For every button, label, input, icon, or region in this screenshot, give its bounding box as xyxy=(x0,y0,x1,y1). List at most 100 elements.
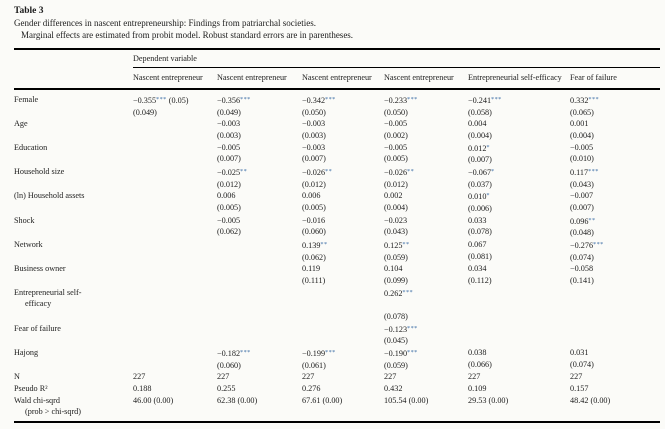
table-cell: −0.026** (0.012) xyxy=(302,167,333,189)
significance-stars: *** xyxy=(407,324,418,332)
table-cell: −0.123*** (0.045) xyxy=(384,324,418,346)
table-cell: −0.023 (0.043) xyxy=(384,215,408,237)
table-cell: −0.003 (0.007) xyxy=(302,142,326,164)
significance-stars: *** xyxy=(156,96,167,103)
table-cell xyxy=(133,190,217,214)
table-cell: 0.031 (0.074) xyxy=(570,347,594,369)
table-row: Wald chi-sqrd (prob > chi-sqrd) 46.00 (0.0… xyxy=(14,395,660,418)
table-cell xyxy=(302,287,384,323)
table-cell: 227 xyxy=(468,372,481,382)
table-cell: 0.432 xyxy=(384,383,403,393)
significance-stars: *** xyxy=(325,96,336,103)
table-cell: 227 xyxy=(570,372,583,382)
row-label: Female xyxy=(14,95,39,104)
table-cell: 62.38 (0.00) xyxy=(217,395,258,405)
column-header-spacer xyxy=(14,72,133,83)
table-cell: −0.190*** (0.059) xyxy=(384,348,418,370)
table-cell: −0.005 (0.010) xyxy=(570,142,594,164)
table-cell xyxy=(133,239,217,263)
table-cell: 0.006 (0.005) xyxy=(217,191,241,212)
significance-stars: * xyxy=(491,167,495,175)
table-cell xyxy=(133,323,217,347)
significance-stars: *** xyxy=(588,96,600,103)
table-cell: −0.003 (0.003) xyxy=(302,119,326,140)
significance-stars: *** xyxy=(240,348,251,356)
significance-stars: *** xyxy=(407,96,418,103)
significance-stars: *** xyxy=(593,241,604,249)
table-row: Network 0.139** (0.062) 0.125** (0.059) 0.067… xyxy=(14,239,660,263)
table-cell xyxy=(217,263,302,286)
table-cell xyxy=(570,323,660,347)
table-cell: 0.002 (0.004) xyxy=(384,191,408,212)
table-row: (ln) Household assets 0.006 (0.005) 0.006 (0… xyxy=(14,190,660,214)
table-cell: −0.233*** (0.050) xyxy=(384,96,418,117)
table-cell xyxy=(133,166,217,190)
column-header-6: Fear of failure xyxy=(570,73,617,82)
significance-stars: * xyxy=(486,192,490,200)
table-cell xyxy=(468,323,570,347)
significance-stars: *** xyxy=(325,348,336,356)
table-cell: 0.033 (0.078) xyxy=(468,215,492,237)
table-cell: −0.005 (0.007) xyxy=(217,142,241,164)
row-label: Age xyxy=(14,119,28,129)
rule-top xyxy=(14,48,660,50)
table-cell xyxy=(217,239,302,263)
table-cell: −0.025** (0.012) xyxy=(217,167,248,189)
table-cell: −0.007 (0.007) xyxy=(570,191,594,212)
table-cell: 0.332*** (0.065) xyxy=(570,96,600,117)
table-caption: Gender differences in nascent entreprene… xyxy=(14,18,316,28)
row-label: (ln) Household assets xyxy=(14,191,85,201)
significance-stars: ** xyxy=(320,241,328,249)
table-cell: 0.006 (0.005) xyxy=(302,191,326,212)
row-label: Education xyxy=(14,142,48,152)
rule-under-dependent-variable xyxy=(133,67,660,68)
table-row: Pseudo R² 0.188 0.255 0.276 0.432 0.109 0.157 xyxy=(14,383,660,395)
significance-stars: ** xyxy=(588,216,596,224)
table-cell xyxy=(570,287,660,323)
table-cell xyxy=(217,323,302,347)
table-cell: 227 xyxy=(217,372,230,382)
table-label: Table 3 xyxy=(14,6,44,16)
table-header-row: Nascent entrepreneur Nascent entrepreneur… xyxy=(14,68,660,88)
table-cell: 0.255 xyxy=(217,383,236,393)
significance-stars: ** xyxy=(240,167,248,175)
table-cell: −0.005 (0.002) xyxy=(384,119,408,140)
table-cell: 0.139** (0.062) xyxy=(302,241,328,262)
table-cell xyxy=(133,142,217,166)
table-cell: 0.125** (0.059) xyxy=(384,241,410,262)
table-row: Business owner 0.119 (0.111) 0.104 (0.099) 0.… xyxy=(14,263,660,286)
table-cell: 67.61 (0.00) xyxy=(302,395,343,405)
table-cell: 48.42 (0.00) xyxy=(570,395,611,405)
table-cell: 0.034 (0.112) xyxy=(468,264,492,286)
significance-stars: ** xyxy=(325,167,333,175)
table-cell: 0.119 (0.111) xyxy=(302,264,326,286)
significance-stars: * xyxy=(486,143,490,151)
table-cell: 0.096** (0.048) xyxy=(570,216,596,238)
table-cell xyxy=(133,287,217,323)
table-cell: 0.276 xyxy=(302,383,321,393)
significance-stars: *** xyxy=(588,167,599,175)
table-cell: −0.356*** (0.049) xyxy=(217,96,251,117)
table-cell: −0.026** (0.012) xyxy=(384,167,415,189)
table-cell: 0.188 xyxy=(133,383,152,393)
dependent-variable-label: Dependent variable xyxy=(133,54,197,63)
column-header-3: Nascent entrepreneur xyxy=(302,73,372,82)
table-cell: 227 xyxy=(302,372,315,382)
table-cell: −0.342*** (0.050) xyxy=(302,96,336,117)
table-cell: −0.067* (0.037) xyxy=(468,167,495,189)
table-cell: −0.005 (0.005) xyxy=(384,142,408,164)
table-cell: −0.005 (0.062) xyxy=(217,215,241,237)
table-note: Marginal effects are estimated from prob… xyxy=(21,30,354,40)
table-row: Age −0.003 (0.003) −0.003 (0.003) −0.005 (0.00… xyxy=(14,118,660,141)
table-cell xyxy=(133,263,217,286)
dependent-variable-row: Dependent variable xyxy=(14,50,660,67)
row-label: Entrepreneurial self-efficacy xyxy=(14,287,82,309)
table-row: Female −0.355*** (0.05) (0.049) −0.356*** (0… xyxy=(14,94,660,118)
table-cell: −0.016 (0.060) xyxy=(302,215,326,237)
table-cell: 0.104 (0.099) xyxy=(384,264,408,286)
table-body: Female −0.355*** (0.05) (0.049) −0.356*** (0… xyxy=(14,90,660,421)
table-cell: 0.010* (0.006) xyxy=(468,192,492,214)
column-header-5: Entrepreneurial self-efficacy xyxy=(468,73,562,82)
row-label: Hajong xyxy=(14,347,39,357)
table-cell: 0.157 xyxy=(570,383,589,393)
